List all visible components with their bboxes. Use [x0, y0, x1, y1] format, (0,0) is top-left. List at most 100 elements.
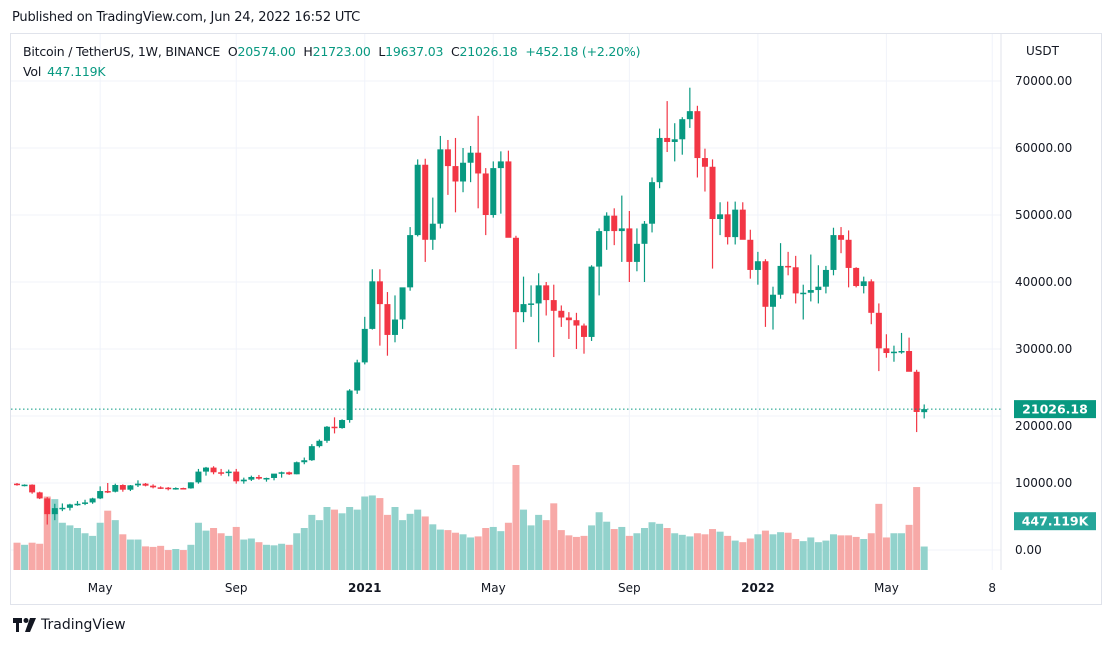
candle-body — [558, 310, 565, 318]
candle-body — [119, 485, 126, 490]
volume-bar — [633, 533, 641, 570]
candle-body — [422, 164, 429, 240]
volume-bar — [406, 513, 414, 570]
volume-bar — [225, 535, 233, 570]
vol-label[interactable]: Vol — [23, 64, 42, 79]
candle-body — [384, 304, 391, 335]
close-label: C — [450, 44, 460, 59]
symbol-title[interactable]: Bitcoin / TetherUS, 1W, BINANCE — [23, 44, 221, 59]
candle-body — [490, 168, 497, 215]
candle-body — [686, 111, 693, 120]
candle-body — [701, 158, 708, 167]
candle-body — [649, 182, 656, 224]
candle-body — [361, 328, 368, 363]
volume-bar — [194, 522, 202, 570]
volume-bar — [134, 539, 142, 570]
volume-bars — [13, 465, 928, 570]
candle-body — [240, 479, 247, 482]
candle-body — [112, 485, 119, 492]
change-value: +452.18 (+2.20%) — [525, 44, 641, 59]
candle-body — [460, 162, 467, 182]
volume-bar — [240, 539, 248, 570]
candle-body — [150, 485, 157, 488]
volume-bar — [550, 503, 558, 570]
volume-bar — [489, 526, 497, 570]
volume-bar — [754, 534, 762, 570]
candle-body — [596, 231, 603, 267]
volume-bar — [474, 536, 482, 570]
candle-body — [550, 300, 557, 311]
volume-bar — [512, 465, 520, 570]
volume-bar — [882, 537, 890, 570]
volume-bar — [111, 520, 119, 570]
volume-bar — [323, 507, 331, 570]
volume-bar — [671, 533, 679, 570]
volume-bar — [308, 514, 316, 570]
candle-body — [407, 235, 414, 288]
candle-body — [671, 139, 678, 142]
volume-bar — [625, 535, 633, 570]
candle-body — [807, 290, 814, 293]
candle-body — [142, 483, 149, 486]
candle-body — [89, 498, 96, 503]
volume-bar — [96, 522, 104, 570]
candle-body — [626, 228, 633, 262]
volume-bar — [709, 529, 717, 570]
grid-lines — [11, 34, 1002, 570]
volume-bar — [353, 509, 361, 570]
volume-bar — [278, 543, 286, 570]
candle-body — [860, 281, 867, 287]
candle-body — [308, 446, 315, 461]
close-value: 21026.18 — [459, 44, 518, 59]
volume-bar — [837, 535, 845, 570]
volume-bar — [444, 530, 452, 570]
candle-body — [293, 462, 300, 475]
volume-bar — [761, 530, 769, 570]
overlays: 21026.18 447.119K — [11, 400, 1096, 531]
candle-body — [59, 507, 66, 510]
candle-body — [838, 235, 845, 240]
volume-bar — [149, 546, 157, 570]
price-axis: USDT 70000.00 60000.00 50000.00 40000.00 3000… — [1015, 44, 1072, 557]
volume-bar — [13, 542, 21, 570]
candle-body — [845, 239, 852, 268]
candle-body — [581, 325, 587, 337]
volume-bar — [383, 514, 391, 570]
volume-bar — [890, 533, 898, 570]
candle-body — [679, 119, 686, 140]
candle-body — [770, 294, 776, 307]
candlestick-chart[interactable]: USDT 70000.00 60000.00 50000.00 40000.00 3000… — [11, 34, 1101, 604]
vol-value: 447.119K — [47, 64, 106, 79]
last-volume-text: 447.119K — [1022, 514, 1090, 529]
volume-bar — [640, 528, 648, 570]
candle-body — [603, 215, 610, 232]
candle-body — [467, 152, 474, 163]
candle-body — [346, 390, 353, 421]
candle-body — [452, 166, 459, 182]
candle-body — [822, 269, 829, 287]
volume-bar — [557, 530, 565, 570]
volume-bar — [542, 520, 550, 570]
candle-body — [323, 426, 330, 441]
price-tick-label: 0.00 — [1015, 543, 1042, 557]
candle-body — [339, 420, 346, 429]
candle-body — [444, 149, 451, 167]
candle-body — [777, 265, 784, 295]
candle-body — [913, 371, 920, 412]
candle-body — [392, 319, 398, 335]
price-tick-label: 70000.00 — [1015, 74, 1072, 88]
volume-bar — [693, 533, 701, 570]
published-caption: Published on TradingView.com, Jun 24, 20… — [12, 10, 360, 25]
volume-bar — [414, 509, 422, 570]
candle-body — [588, 266, 595, 337]
candle-body — [21, 484, 28, 487]
footer-brand[interactable]: TradingView — [13, 617, 126, 633]
volume-bar — [716, 531, 724, 570]
volume-bar — [172, 549, 180, 570]
candle-body — [921, 409, 928, 413]
volume-bar — [482, 528, 490, 570]
volume-bar — [822, 540, 830, 570]
volume-bar — [701, 534, 709, 570]
volume-bar — [142, 546, 150, 570]
volume-bar — [784, 532, 792, 570]
